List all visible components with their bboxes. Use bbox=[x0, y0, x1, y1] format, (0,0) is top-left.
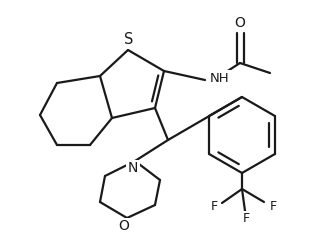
Text: S: S bbox=[124, 32, 134, 48]
Text: F: F bbox=[270, 199, 277, 213]
Text: F: F bbox=[210, 200, 217, 214]
Text: O: O bbox=[235, 16, 246, 30]
Text: N: N bbox=[128, 161, 138, 175]
Text: O: O bbox=[119, 219, 129, 233]
Text: F: F bbox=[242, 213, 249, 225]
Text: NH: NH bbox=[210, 71, 230, 85]
